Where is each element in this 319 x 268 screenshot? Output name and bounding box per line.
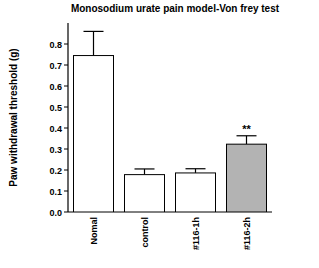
error-cap xyxy=(237,135,257,136)
y-axis-line xyxy=(67,23,68,212)
error-cap xyxy=(84,31,104,32)
annotation: ** xyxy=(242,123,251,135)
bar xyxy=(125,175,165,212)
error-bar xyxy=(144,169,145,175)
y-tick-label: 0.4 xyxy=(49,124,62,134)
x-tick-label: #116-1h xyxy=(191,217,201,250)
bar xyxy=(227,144,267,212)
y-tick xyxy=(64,44,68,45)
y-tick-label: 0.7 xyxy=(49,61,62,71)
y-tick xyxy=(64,212,68,213)
y-tick xyxy=(64,65,68,66)
error-bar xyxy=(246,136,247,144)
x-tick-label: Nomal xyxy=(89,217,99,245)
x-tick-label: control xyxy=(140,217,150,248)
error-cap xyxy=(135,168,155,169)
title: Monosodium urate pain model-Von frey tes… xyxy=(71,3,280,14)
y-tick xyxy=(64,149,68,150)
y-tick-label: 0.0 xyxy=(49,208,62,218)
chart: Monosodium urate pain model-Von frey tes… xyxy=(0,0,319,268)
bar xyxy=(176,173,216,212)
y-tick xyxy=(64,128,68,129)
x-tick-label: #116-2h xyxy=(242,217,252,250)
bars xyxy=(74,31,267,212)
y-tick-label: 0.2 xyxy=(49,166,62,176)
error-bar xyxy=(93,31,94,55)
error-cap xyxy=(186,168,206,169)
y-axis-label: Paw withdrawal threshold (g) xyxy=(8,48,19,186)
y-tick xyxy=(64,191,68,192)
y-tick-label: 0.3 xyxy=(49,145,62,155)
y-tick-label: 0.8 xyxy=(49,40,62,50)
y-tick-label: 0.1 xyxy=(49,187,62,197)
y-tick-label: 0.5 xyxy=(49,103,62,113)
bar xyxy=(74,56,114,212)
y-tick xyxy=(64,86,68,87)
error-bar xyxy=(195,169,196,173)
y-tick-label: 0.6 xyxy=(49,82,62,92)
y-tick xyxy=(64,107,68,108)
y-tick xyxy=(64,170,68,171)
